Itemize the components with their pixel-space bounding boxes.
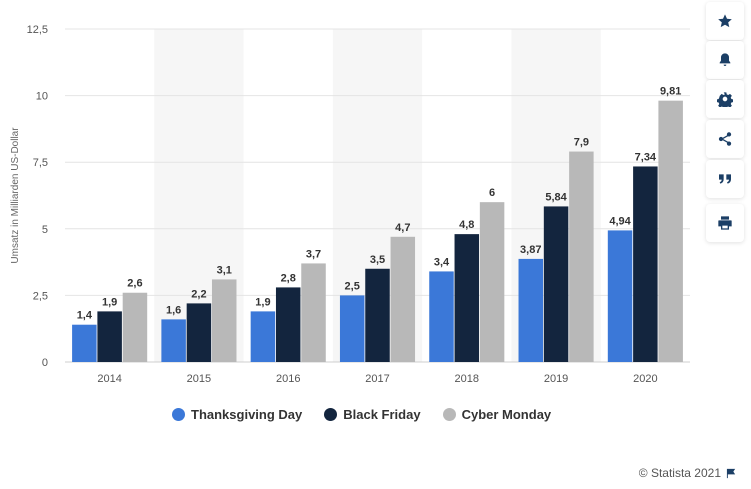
chart: 0 2,5 5 7,5 10 12,5 Umsatz in Milliarden US-Do… xyxy=(10,24,690,385)
legend-item-cyber-monday[interactable]: Cyber Monday xyxy=(442,407,552,422)
bar-cyber-monday xyxy=(301,263,326,362)
data-label: 6 xyxy=(489,187,495,199)
data-label: 3,7 xyxy=(306,248,321,260)
legend-item-thanksgiving[interactable]: Thanksgiving Day xyxy=(172,407,302,422)
print-icon xyxy=(718,216,732,230)
y-tick-label: 0 xyxy=(42,357,48,369)
x-tick-label: 2020 xyxy=(633,373,657,385)
data-label: 1,4 xyxy=(77,310,93,322)
data-label: 3,1 xyxy=(217,264,232,276)
data-label: 2,8 xyxy=(281,272,296,284)
print-button[interactable] xyxy=(706,204,744,242)
bar-thanksgiving-day xyxy=(518,258,544,362)
data-label: 4,7 xyxy=(395,222,410,234)
bar-thanksgiving-day xyxy=(429,271,454,362)
data-label: 7,9 xyxy=(574,137,589,149)
data-label: 3,5 xyxy=(370,254,385,266)
credit: © Statista 2021 xyxy=(639,466,737,480)
x-tick-label: 2019 xyxy=(544,373,568,385)
bar-cyber-monday xyxy=(211,279,237,362)
bar-cyber-monday xyxy=(479,202,505,362)
x-tick-label: 2015 xyxy=(187,373,211,385)
bar-black-friday xyxy=(97,311,122,362)
data-label: 4,8 xyxy=(459,219,474,231)
data-label: 4,94 xyxy=(609,215,631,227)
settings-button[interactable] xyxy=(706,80,744,118)
data-label: 7,34 xyxy=(635,151,657,163)
y-tick-label: 5 xyxy=(42,224,48,236)
bar-thanksgiving-day xyxy=(339,295,365,362)
data-label: 1,9 xyxy=(102,296,117,308)
data-label: 2,5 xyxy=(345,280,360,292)
data-label: 1,9 xyxy=(255,296,270,308)
cite-button[interactable] xyxy=(706,160,744,198)
x-tick-label: 2017 xyxy=(365,373,389,385)
data-label: 9,81 xyxy=(660,86,681,98)
legend-label: Cyber Monday xyxy=(461,407,552,422)
y-tick-label: 10 xyxy=(36,91,48,103)
bar-thanksgiving-day xyxy=(72,324,97,362)
gear-icon xyxy=(717,92,733,107)
x-tick-label: 2018 xyxy=(455,373,479,385)
data-label: 5,84 xyxy=(545,191,567,203)
data-label: 2,6 xyxy=(127,278,142,290)
bar-cyber-monday xyxy=(122,292,148,362)
x-tick-label: 2016 xyxy=(276,373,300,385)
y-tick-label: 7,5 xyxy=(33,157,48,169)
data-label: 2,2 xyxy=(191,288,206,300)
data-label: 3,4 xyxy=(434,256,450,268)
favorite-button[interactable] xyxy=(706,2,744,40)
quote-icon xyxy=(719,174,731,184)
data-label: 3,87 xyxy=(520,244,541,256)
bar-cyber-monday xyxy=(390,236,416,362)
star-icon xyxy=(718,14,732,28)
legend-swatch-black-friday xyxy=(324,408,338,421)
y-axis-label: Umsatz in Milliarden US-Dollar xyxy=(10,127,21,264)
bell-icon xyxy=(719,53,731,66)
credit-text: © Statista 2021 xyxy=(638,466,721,480)
bar-black-friday xyxy=(543,206,569,362)
legend: Thanksgiving Day Black Friday Cyber Mond… xyxy=(172,407,551,422)
x-tick-label: 2014 xyxy=(97,373,121,385)
legend-swatch-thanksgiving xyxy=(172,408,185,421)
bar-black-friday xyxy=(454,234,480,362)
share-button[interactable] xyxy=(706,120,744,158)
legend-swatch-cyber-monday xyxy=(442,408,456,421)
legend-item-black-friday[interactable]: Black Friday xyxy=(324,407,421,422)
bar-black-friday xyxy=(633,166,658,362)
bar-black-friday xyxy=(275,287,301,362)
bar-cyber-monday xyxy=(569,151,594,362)
legend-label: Black Friday xyxy=(343,407,421,422)
legend-label: Thanksgiving Day xyxy=(191,407,303,422)
bar-thanksgiving-day xyxy=(250,311,276,362)
share-icon xyxy=(718,132,732,146)
bar-black-friday xyxy=(186,303,212,362)
flag-icon xyxy=(726,468,736,478)
bar-black-friday xyxy=(365,268,390,362)
y-tick-label: 2,5 xyxy=(33,290,48,302)
data-label: 1,6 xyxy=(166,304,181,316)
notification-button[interactable] xyxy=(706,41,744,79)
bar-cyber-monday xyxy=(658,100,683,363)
bar-thanksgiving-day xyxy=(607,230,633,362)
y-tick-label: 12,5 xyxy=(27,24,48,36)
bar-thanksgiving-day xyxy=(161,319,186,362)
